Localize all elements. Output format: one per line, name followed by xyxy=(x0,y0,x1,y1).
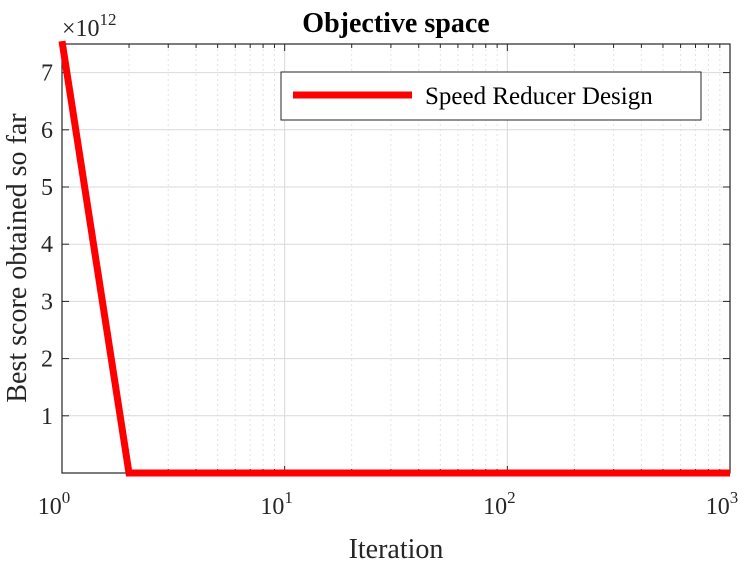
y-axis-label: Best score obtained so far xyxy=(2,113,33,403)
x-tick-label-1000: 103 xyxy=(706,488,739,520)
x-tick-label-base: 10 xyxy=(483,494,507,520)
y-tick-label-7: 7 xyxy=(41,61,53,87)
legend-label-speed-reducer-design: Speed Reducer Design xyxy=(425,83,653,110)
y-tick-label-6: 6 xyxy=(41,118,53,144)
x-axis-label: Iteration xyxy=(349,534,444,564)
y-tick-label-1: 1 xyxy=(41,404,53,430)
y-tick-label-3: 3 xyxy=(41,289,53,315)
x-tick-label-base: 10 xyxy=(260,494,284,520)
x-tick-label-base: 10 xyxy=(706,494,730,520)
x-tick-label-exp: 1 xyxy=(284,488,293,507)
x-tick-label-10: 101 xyxy=(260,488,293,520)
y-multiplier-prefix: × xyxy=(62,16,76,42)
y-tick-label-4: 4 xyxy=(41,232,53,258)
y-tick-label-2: 2 xyxy=(41,347,53,373)
x-tick-label-base: 10 xyxy=(38,494,62,520)
y-multiplier: ×1012 xyxy=(62,10,117,42)
series-line-speed-reducer-design xyxy=(58,40,730,477)
x-tick-label-exp: 2 xyxy=(507,488,516,507)
x-tick-label-100: 102 xyxy=(483,488,516,520)
y-multiplier-base: 10 xyxy=(76,16,100,42)
series-group xyxy=(58,40,730,477)
y-multiplier-exp: 12 xyxy=(100,10,117,29)
legend: Speed Reducer Design xyxy=(280,71,702,121)
chart-title: Objective space xyxy=(302,8,489,39)
x-tick-label-exp: 0 xyxy=(62,488,71,507)
x-tick-label-exp: 3 xyxy=(730,488,739,507)
y-tick-label-5: 5 xyxy=(41,175,53,201)
x-tick-label-1: 100 xyxy=(38,488,71,520)
